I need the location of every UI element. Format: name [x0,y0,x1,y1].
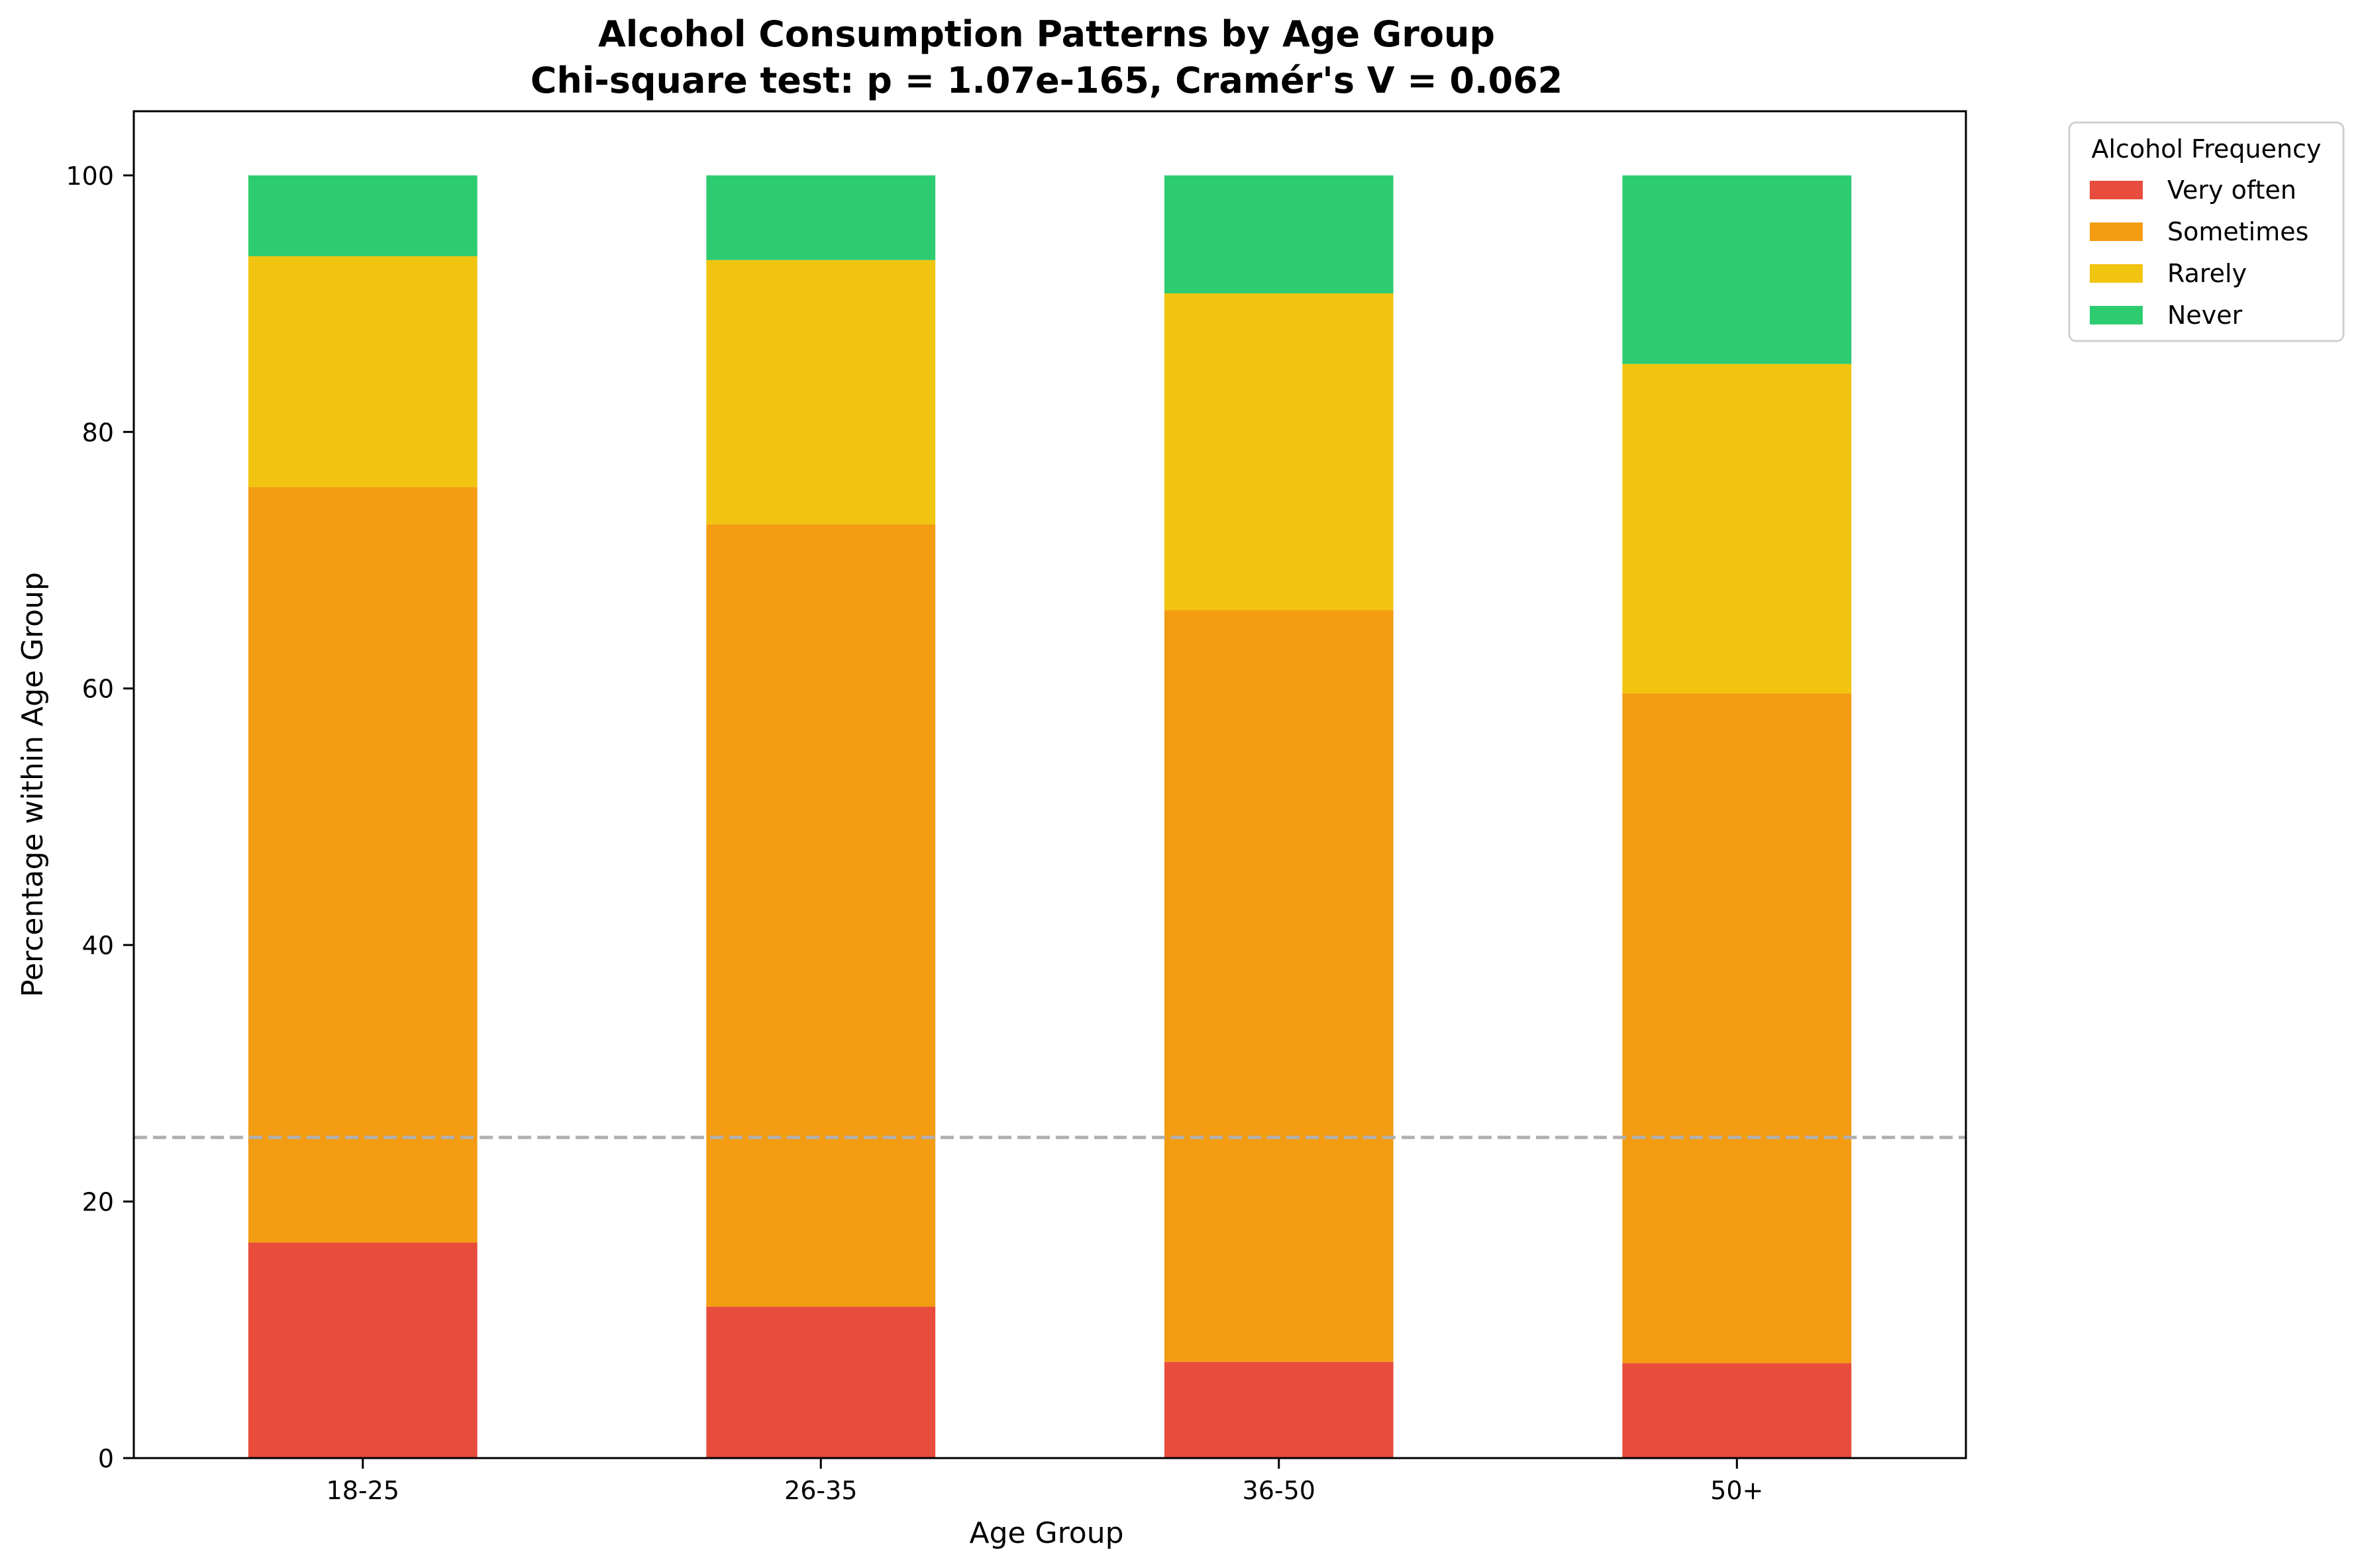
legend-swatch-very-often [2090,181,2143,199]
bar-36-50-very-often [1164,1361,1394,1458]
x-axis-label: Age Group [969,1516,1123,1550]
y-axis-ticks: 0 20 40 60 80 100 [66,162,134,1473]
bar-50+-never [1622,175,1852,364]
axes-frame [132,110,1967,1459]
legend-swatch-rarely [2090,264,2143,283]
legend-swatch-never [2090,306,2143,324]
x-tick-label: 36-50 [1243,1476,1315,1505]
bar-36-50-rarely [1164,293,1394,611]
bar-18-25-very-often [248,1242,478,1458]
bar-26-35-very-often [706,1306,936,1458]
legend-label-rarely: Rarely [2167,259,2247,288]
y-tick-label: 20 [82,1188,114,1217]
bar-50+-very-often [1622,1363,1852,1458]
y-tick-label: 80 [82,418,114,447]
chart-title: Alcohol Consumption Patterns by Age Grou… [598,13,1495,55]
legend-title: Alcohol Frequency [2092,134,2322,164]
bar-50+-rarely [1622,364,1852,694]
bar-36-50-never [1164,175,1394,294]
x-tick-label: 26-35 [784,1476,857,1505]
y-tick-label: 0 [98,1444,114,1473]
legend-box [2068,121,2345,342]
bar-18-25-rarely [248,256,478,487]
bar-26-35-never [706,175,936,260]
y-tick-label: 100 [66,162,114,191]
legend-label-sometimes: Sometimes [2167,217,2308,246]
x-tick-label: 18-25 [327,1476,399,1505]
legend: Alcohol Frequency Very often Sometimes Rar… [2068,121,2345,342]
legend-label-never: Never [2167,301,2243,330]
legend-label-very-often: Very often [2167,175,2296,205]
y-tick-label: 60 [82,675,114,704]
x-axis-ticks: 18-25 26-35 36-50 50+ [327,1458,1763,1505]
bar-18-25-never [248,175,478,256]
y-axis-label: Percentage within Age Group [16,572,50,997]
bars-layer [248,175,1852,1458]
bar-26-35-sometimes [706,524,936,1307]
bar-36-50-sometimes [1164,610,1394,1362]
y-tick-label: 40 [82,931,114,960]
bar-50+-sometimes [1622,693,1852,1363]
chart-subtitle: Chi-square test: p = 1.07e-165, Cramér's… [531,60,1563,101]
bar-26-35-rarely [706,260,936,524]
bar-18-25-sometimes [248,487,478,1243]
x-tick-label: 50+ [1710,1476,1763,1505]
legend-swatch-sometimes [2090,222,2143,241]
